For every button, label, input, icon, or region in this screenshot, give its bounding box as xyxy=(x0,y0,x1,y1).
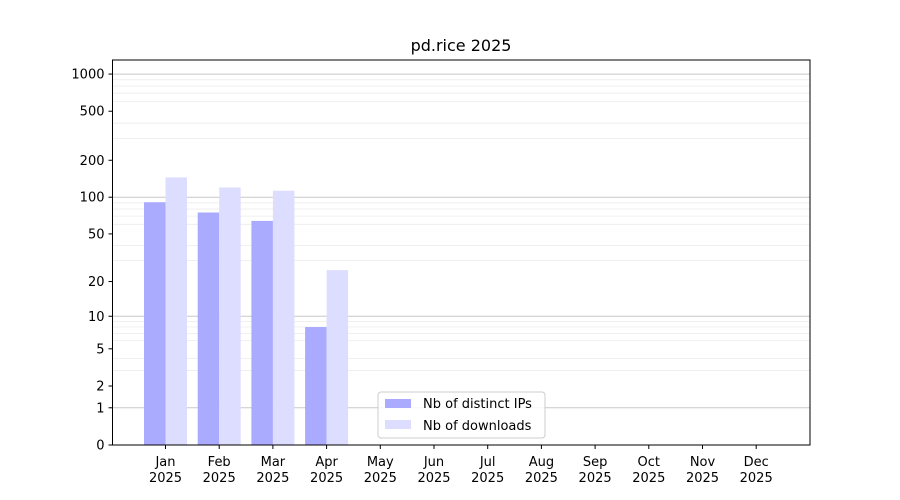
x-tick-label-year: 2025 xyxy=(471,471,504,486)
y-tick-label: 100 xyxy=(80,191,105,206)
bar-distinct-ips xyxy=(251,220,273,445)
y-tick-label: 200 xyxy=(80,154,105,169)
x-tick-label-month: Jul xyxy=(479,455,496,470)
legend: Nb of distinct IPs Nb of downloads xyxy=(377,391,546,439)
bar-distinct-ips xyxy=(144,202,166,445)
bar-distinct-ips xyxy=(197,212,220,445)
chart-title: pd.rice 2025 xyxy=(411,36,512,55)
x-tick-label-year: 2025 xyxy=(203,471,236,486)
x-tick-label-year: 2025 xyxy=(256,471,289,486)
legend-box xyxy=(377,391,546,439)
bar-downloads xyxy=(219,187,241,446)
x-tick-label-month: Feb xyxy=(208,455,231,470)
y-tick-label: 1 xyxy=(96,401,104,416)
legend-label-distinct-ips: Nb of distinct IPs xyxy=(423,397,532,412)
plot-frame xyxy=(112,59,811,446)
x-tick-label-year: 2025 xyxy=(364,471,397,486)
x-tick-label-month: May xyxy=(367,455,394,470)
x-tick-label-year: 2025 xyxy=(686,471,719,486)
x-tick-label-year: 2025 xyxy=(310,471,343,486)
bar-downloads xyxy=(165,177,187,445)
y-tick-label: 1000 xyxy=(71,68,104,83)
bar-downloads xyxy=(272,190,295,445)
x-tick-label-year: 2025 xyxy=(632,471,665,486)
x-tick-label-year: 2025 xyxy=(149,471,182,486)
x-tick-label-month: Nov xyxy=(690,455,716,470)
x-tick-label-month: Apr xyxy=(315,455,338,470)
bar-distinct-ips xyxy=(305,327,327,445)
y-tick-label: 5 xyxy=(96,342,104,357)
bars-layer xyxy=(144,177,349,446)
y-axis: 0 1 2 5 10 20 50 100 200 500 1000 xyxy=(71,68,113,454)
legend-swatch-distinct-ips xyxy=(385,399,411,408)
y-tick-label: 50 xyxy=(88,227,105,242)
y-tick-label: 500 xyxy=(80,105,105,120)
y-tick-label: 2 xyxy=(96,380,104,395)
x-tick-label-month: Aug xyxy=(529,455,554,470)
y-tick-label: 20 xyxy=(88,275,105,290)
x-axis: Jan2025Feb2025Mar2025Apr2025May2025Jun20… xyxy=(149,445,773,486)
x-tick-label-year: 2025 xyxy=(740,471,773,486)
bar-downloads xyxy=(326,270,349,445)
x-tick-label-month: Jan xyxy=(154,455,175,470)
legend-swatch-downloads xyxy=(385,420,411,429)
x-tick-label-month: Oct xyxy=(638,455,660,470)
x-tick-label-month: Mar xyxy=(261,455,286,470)
x-tick-label-year: 2025 xyxy=(579,471,612,486)
x-tick-label-month: Jun xyxy=(423,455,444,470)
x-tick-label-month: Sep xyxy=(583,455,608,470)
y-tick-label: 0 xyxy=(96,439,104,454)
legend-label-downloads: Nb of downloads xyxy=(423,419,532,434)
x-tick-label-year: 2025 xyxy=(417,471,450,486)
y-tick-label: 10 xyxy=(88,310,105,325)
x-tick-label-year: 2025 xyxy=(525,471,558,486)
x-tick-label-month: Dec xyxy=(744,455,769,470)
